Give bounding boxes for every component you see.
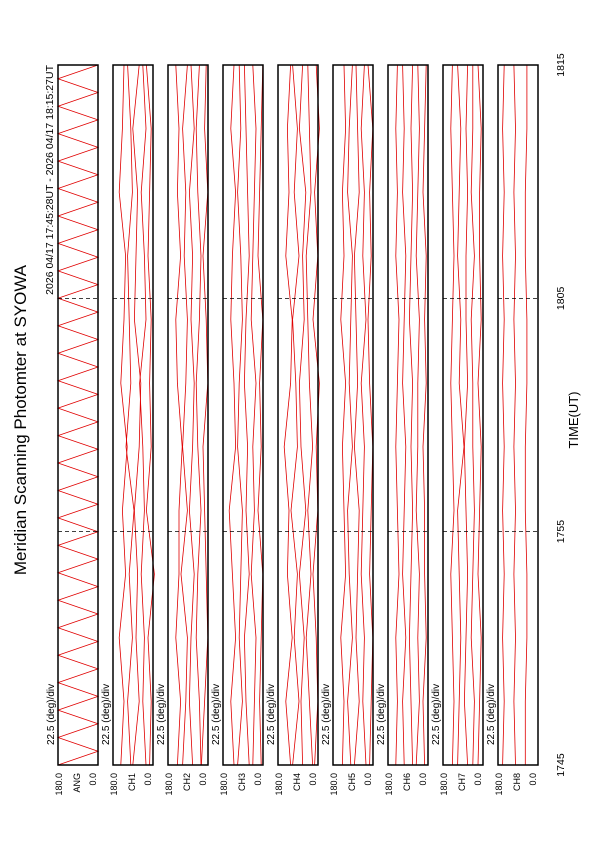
chart-title: Meridian Scanning Photomter at SYOWA — [11, 264, 30, 575]
panel-scale: 22.5 (deg)/div — [431, 684, 442, 745]
trace — [353, 64, 360, 766]
trace — [290, 64, 300, 766]
trace — [283, 64, 293, 766]
chart-subtitle: 2026 04/17 17:45:28UT - 2026 04/17 18:15… — [44, 64, 56, 294]
trace — [422, 64, 427, 766]
panel-label: CH3 — [237, 773, 247, 791]
y-tick-label: 180.0 — [329, 773, 339, 796]
trace — [175, 64, 183, 766]
y-tick-label: 0.0 — [528, 773, 538, 786]
trace — [347, 64, 353, 766]
trace — [188, 64, 195, 766]
panel-frame — [57, 64, 99, 766]
trace — [257, 64, 264, 766]
y-tick-label: 0.0 — [473, 773, 483, 786]
y-tick-label: 0.0 — [253, 773, 263, 786]
y-tick-label: 0.0 — [143, 773, 153, 786]
panel-label: CH4 — [292, 773, 302, 791]
panel-label: CH2 — [182, 773, 192, 791]
panel-scale: 22.5 (deg)/div — [211, 684, 222, 745]
panel-scale: 22.5 (deg)/div — [156, 684, 167, 745]
y-tick-label: 0.0 — [418, 773, 428, 786]
y-tick-label: 180.0 — [54, 773, 64, 796]
trace — [408, 64, 414, 766]
trace — [125, 64, 135, 766]
y-tick-label: 180.0 — [439, 773, 449, 796]
panel-frame — [112, 64, 154, 766]
panel-frame — [167, 64, 209, 766]
panel-frame — [387, 64, 429, 766]
panel-frame — [277, 64, 319, 766]
y-tick-label: 0.0 — [88, 773, 98, 786]
y-tick-label: 180.0 — [384, 773, 394, 796]
trace — [298, 64, 307, 766]
y-tick-label: 180.0 — [494, 773, 504, 796]
trace — [195, 64, 202, 766]
panel-scale: 22.5 (deg)/div — [266, 684, 277, 745]
x-axis-label: TIME(UT) — [566, 391, 581, 448]
trace — [360, 64, 367, 766]
trace — [477, 64, 482, 766]
trace — [470, 65, 475, 766]
trace — [145, 64, 155, 766]
trace — [243, 64, 250, 766]
y-tick-label: 0.0 — [363, 773, 373, 786]
panel-label: CH1 — [127, 773, 137, 791]
y-tick-label: 180.0 — [164, 773, 174, 796]
trace — [139, 64, 147, 766]
trace — [228, 64, 237, 766]
panel-label: CH6 — [402, 773, 412, 791]
trace — [450, 64, 455, 766]
trace — [395, 64, 400, 766]
panel-frame — [497, 64, 539, 766]
trace — [513, 64, 516, 766]
panel-frame — [222, 64, 264, 766]
y-tick-label: 0.0 — [198, 773, 208, 786]
panel-scale: 22.5 (deg)/div — [376, 684, 387, 745]
panel-label: CH7 — [457, 773, 467, 791]
trace — [180, 64, 188, 766]
x-tick-label: 1815 — [555, 53, 567, 77]
panel-frame — [332, 64, 374, 766]
y-tick-label: 180.0 — [274, 773, 284, 796]
x-tick-label: 1755 — [555, 520, 567, 544]
trace — [415, 64, 420, 766]
trace — [340, 64, 347, 766]
y-tick-label: 180.0 — [219, 773, 229, 796]
panel-label: CH8 — [512, 773, 522, 791]
trace — [56, 64, 100, 766]
panel-label: ANG — [72, 773, 82, 793]
trace — [305, 64, 314, 766]
panel-scale: 22.5 (deg)/div — [321, 684, 332, 745]
trace — [118, 64, 128, 766]
panel-scale: 22.5 (deg)/div — [46, 684, 57, 745]
y-tick-label: 180.0 — [109, 773, 119, 796]
trace — [463, 64, 469, 766]
trace — [250, 64, 257, 766]
panel-scale: 22.5 (deg)/div — [101, 684, 112, 745]
trace — [237, 64, 243, 766]
trace — [132, 64, 142, 766]
x-tick-label: 1745 — [555, 753, 567, 777]
y-tick-label: 0.0 — [308, 773, 318, 786]
panel-label: CH5 — [347, 773, 357, 791]
panel-scale: 22.5 (deg)/div — [486, 684, 497, 745]
trace — [457, 64, 465, 766]
trace — [524, 65, 528, 765]
trace — [402, 64, 407, 766]
x-tick-label: 1805 — [555, 287, 567, 311]
panel-frame — [442, 64, 484, 766]
trace — [502, 64, 505, 766]
